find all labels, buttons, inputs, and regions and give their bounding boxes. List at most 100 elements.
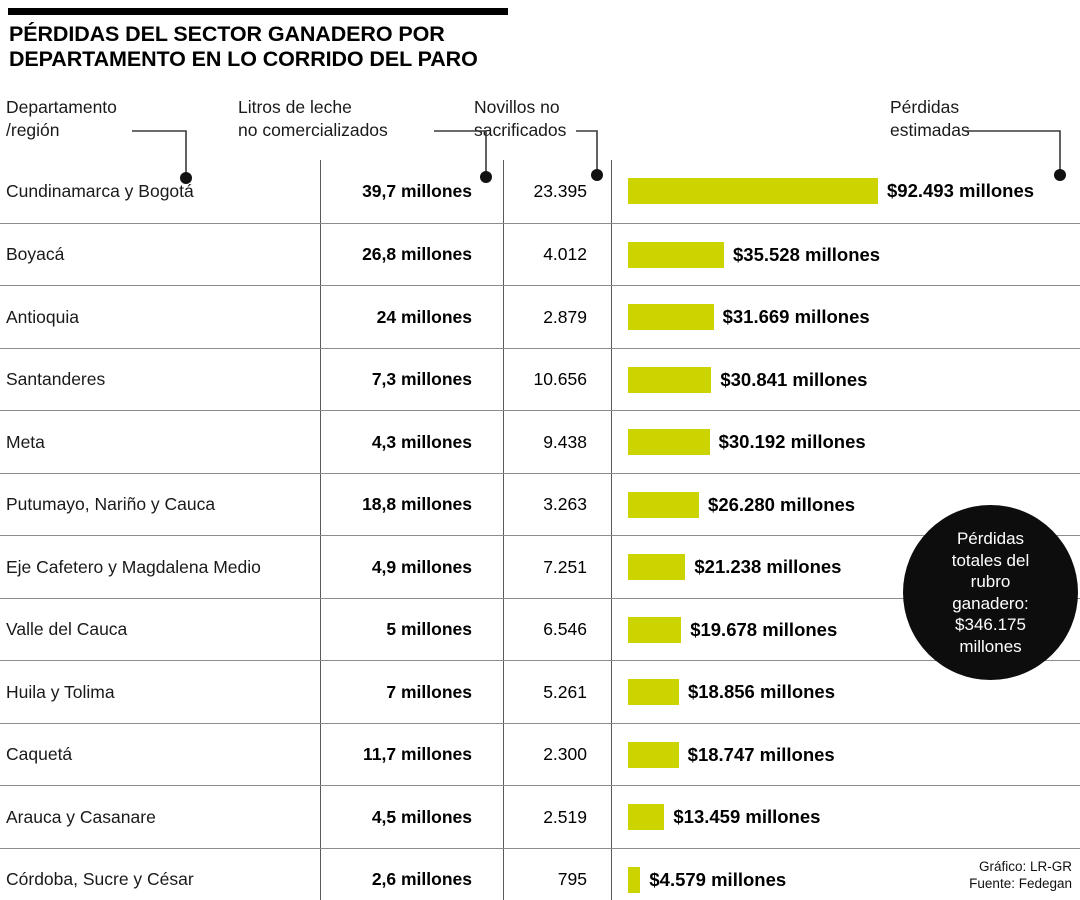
cell-milk-liters: 4,9 millones: [371, 556, 472, 577]
column-header-cattle-line-1: Novillos no: [474, 97, 560, 117]
column-divider-3: [611, 160, 612, 900]
cell-department: Boyacá: [6, 244, 65, 265]
cell-cattle-count: 2.879: [543, 306, 587, 327]
total-losses-line: totales del: [951, 550, 1030, 570]
decorative-top-rule: [8, 8, 508, 15]
total-losses-bubble: Pérdidas totales del rubro ganadero: $346.17…: [903, 505, 1078, 680]
loss-bar: [628, 554, 686, 581]
column-divider-2: [503, 160, 504, 900]
total-losses-line: Pérdidas: [956, 529, 1025, 548]
cell-cattle-count: 2.519: [543, 806, 587, 827]
loss-bar: [628, 241, 725, 268]
cell-losses: $30.841 millones: [612, 349, 1080, 412]
cell-milk-liters: 11,7 millones: [363, 744, 472, 765]
table-row: Caquetá 11,7 millones 2.300 $18.747 millone…: [0, 722, 1080, 786]
column-divider-1: [320, 160, 321, 900]
total-losses-line: rubro: [970, 572, 1011, 591]
cell-losses: $35.528 millones: [612, 224, 1080, 287]
cell-cattle-count: 10.656: [533, 369, 587, 390]
cell-milk-liters: 7 millones: [386, 681, 472, 702]
table-row: Boyacá 26,8 millones 4.012 $35.528 millones: [0, 222, 1080, 287]
loss-bar-label: $35.528 millones: [733, 243, 881, 265]
loss-bar: [628, 804, 665, 831]
cell-department: Eje Cafetero y Magdalena Medio: [6, 556, 261, 577]
column-header-losses-line-2: estimadas: [890, 119, 970, 140]
cell-losses: $19.678 millones: [612, 599, 1080, 662]
loss-bar-label: $92.493 millones: [887, 180, 1035, 202]
loss-bar-label: $19.678 millones: [690, 618, 838, 640]
cell-department: Meta: [6, 431, 45, 452]
cell-milk-liters: 7,3 millones: [371, 369, 472, 390]
total-losses-line: millones: [959, 636, 1022, 656]
table-row: Santanderes 7,3 millones 10.656 $30.841 mil…: [0, 347, 1080, 412]
credit-graphic: Gráfico: LR-GR: [978, 859, 1072, 874]
cell-department: Cundinamarca y Bogotá: [6, 180, 194, 201]
cell-cattle-count: 2.300: [543, 744, 587, 765]
loss-bar: [628, 616, 682, 643]
cell-milk-liters: 26,8 millones: [362, 244, 472, 265]
page-title-line-1: PÉRDIDAS DEL SECTOR GANADERO POR: [9, 22, 445, 46]
cell-department: Huila y Tolima: [6, 681, 115, 702]
cell-department: Valle del Cauca: [6, 619, 128, 640]
table-row: Putumayo, Nariño y Cauca 18,8 millones 3.2…: [0, 472, 1080, 536]
column-header-cattle: Novillos no sacrificados: [474, 96, 566, 141]
cell-cattle-count: 4.012: [543, 244, 587, 265]
credits: Gráfico: LR-GR Fuente: Fedegan: [969, 858, 1072, 892]
total-losses-line: $346.175: [955, 615, 1026, 634]
cell-department: Santanderes: [6, 369, 106, 390]
cell-cattle-count: 9.438: [543, 431, 587, 452]
cell-milk-liters: 5 millones: [386, 619, 472, 640]
data-table: Cundinamarca y Bogotá 39,7 millones 23.395…: [0, 160, 1080, 900]
column-header-milk-line-2: no comercializados: [238, 119, 388, 140]
cell-cattle-count: 5.261: [543, 681, 587, 702]
loss-bar: [628, 178, 878, 205]
cell-department: Antioquia: [6, 306, 79, 327]
column-header-department: Departamento /región: [6, 96, 117, 141]
loss-bar: [628, 491, 700, 518]
loss-bar-label: $18.856 millones: [687, 681, 836, 703]
column-header-losses-line-1: Pérdidas: [890, 97, 960, 117]
table-row: Córdoba, Sucre y César 2,6 millones 795 $4.…: [0, 847, 1080, 900]
cell-cattle-count: 7.251: [543, 556, 587, 577]
loss-bar-label: $18.747 millones: [687, 743, 835, 765]
loss-bar-label: $30.841 millones: [720, 368, 868, 390]
loss-bar: [628, 429, 710, 456]
cell-milk-liters: 4,5 millones: [371, 806, 472, 827]
cell-milk-liters: 4,3 millones: [371, 431, 472, 452]
column-header-milk-line-1: Litros de leche: [238, 97, 352, 117]
column-header-milk: Litros de leche no comercializados: [238, 96, 388, 141]
column-header-department-line-1: Departamento: [6, 97, 117, 117]
credit-source: Fuente: Fedegan: [969, 876, 1072, 891]
cell-cattle-count: 3.263: [543, 494, 587, 515]
cell-losses: $30.192 millones: [612, 411, 1080, 474]
total-losses-text: Pérdidas totales del rubro ganadero: $346.17…: [952, 528, 1030, 657]
cell-losses: $18.856 millones: [612, 661, 1080, 724]
cell-cattle-count: 795: [557, 869, 587, 890]
cell-losses: $31.669 millones: [612, 286, 1080, 349]
loss-bar-label: $4.579 millones: [649, 868, 787, 890]
table-row: Antioquia 24 millones 2.879 $31.669 millone…: [0, 285, 1080, 348]
table-row: Huila y Tolima 7 millones 5.261 $18.856 mil…: [0, 660, 1080, 723]
table-row: Valle del Cauca 5 millones 6.546 $19.678 mi…: [0, 597, 1080, 662]
cell-milk-liters: 24 millones: [376, 306, 472, 327]
table-row: Cundinamarca y Bogotá 39,7 millones 23.395…: [0, 160, 1080, 223]
cell-department: Arauca y Casanare: [6, 806, 156, 827]
loss-bar: [628, 866, 641, 893]
cell-department: Caquetá: [6, 744, 73, 765]
loss-bar-label: $30.192 millones: [718, 431, 866, 453]
loss-bar-label: $31.669 millones: [722, 306, 870, 328]
column-header-losses: Pérdidas estimadas: [890, 96, 970, 141]
loss-bar-label: $26.280 millones: [708, 493, 856, 515]
column-header-cattle-line-2: sacrificados: [474, 119, 567, 140]
loss-bar: [628, 679, 679, 706]
loss-bar: [628, 366, 712, 393]
loss-bar-label: $21.238 millones: [694, 556, 842, 578]
loss-bar-label: $13.459 millones: [673, 806, 821, 828]
table-row: Eje Cafetero y Magdalena Medio 4,9 millon…: [0, 535, 1080, 598]
total-losses-line: ganadero:: [952, 593, 1029, 613]
cell-cattle-count: 23.395: [533, 180, 587, 201]
cell-milk-liters: 39,7 millones: [362, 180, 472, 201]
cell-milk-liters: 2,6 millones: [371, 869, 472, 890]
column-header-department-line-2: /región: [6, 119, 60, 140]
